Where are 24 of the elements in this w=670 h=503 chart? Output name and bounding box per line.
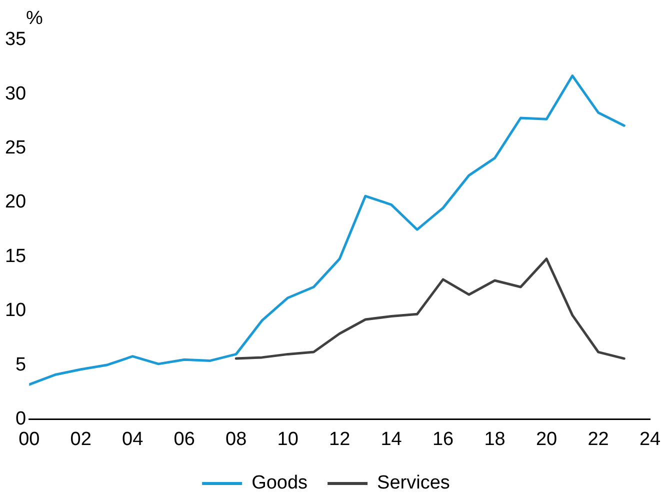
legend-label: Goods xyxy=(252,472,308,494)
x-tick-label: 22 xyxy=(588,428,609,450)
x-tick-label: 12 xyxy=(328,428,350,450)
y-tick-label: 25 xyxy=(4,138,26,159)
y-tick-label: 5 xyxy=(16,354,26,376)
x-tick-label: 10 xyxy=(277,428,298,450)
y-axis-title: % xyxy=(26,8,43,30)
x-tick-label: 02 xyxy=(70,428,92,450)
x-tick-label: 14 xyxy=(380,428,402,450)
y-tick-label: 10 xyxy=(4,300,26,322)
legend-label: Services xyxy=(377,472,450,494)
x-tick-label: 04 xyxy=(122,428,144,450)
x-tick-label: 20 xyxy=(536,428,558,450)
y-tick-label: 30 xyxy=(4,83,26,104)
x-tick-label: 18 xyxy=(484,428,506,450)
y-tick-label: 35 xyxy=(4,29,26,50)
y-tick-label: 20 xyxy=(4,192,26,213)
y-tick-label: 0 xyxy=(16,408,26,430)
y-tick-label: 15 xyxy=(4,246,26,267)
x-tick-label: 00 xyxy=(18,428,40,450)
x-tick-label: 06 xyxy=(174,428,195,450)
x-tick-label: 16 xyxy=(432,428,454,450)
x-tick-label: 24 xyxy=(639,428,661,450)
x-tick-label: 08 xyxy=(226,428,247,450)
